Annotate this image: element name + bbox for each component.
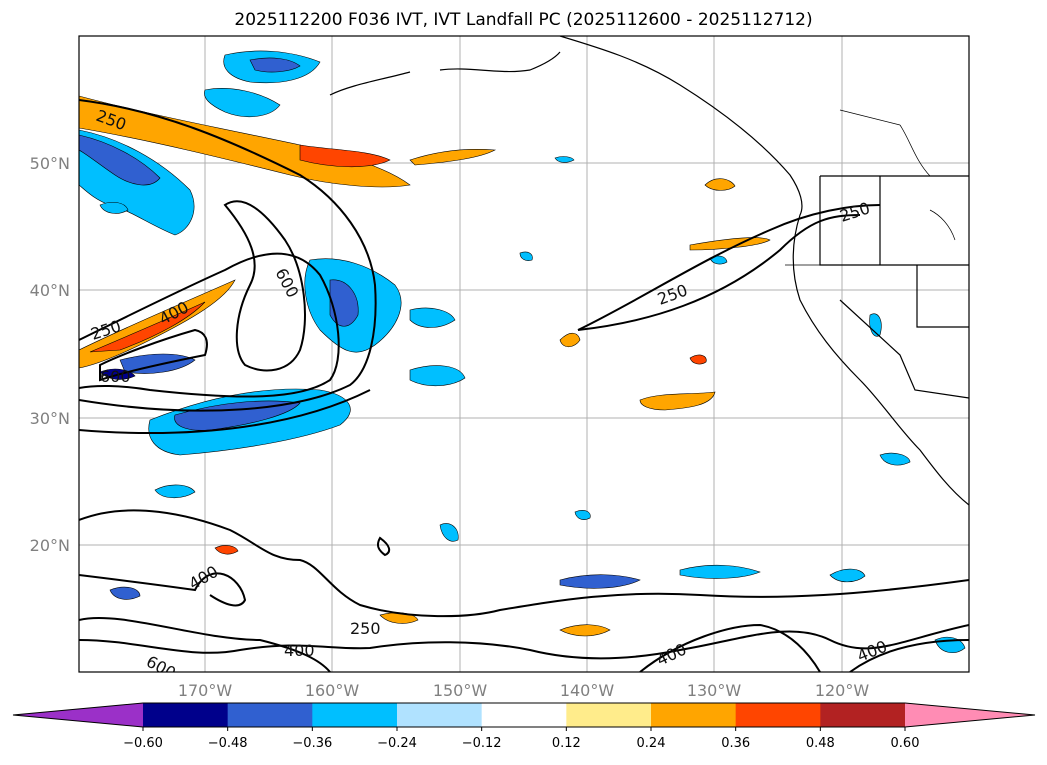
contour-label: 600	[100, 367, 131, 386]
lat-label: 30°N	[30, 409, 70, 428]
lon-label: 150°W	[433, 681, 488, 700]
positive-anomaly-shading	[79, 95, 771, 637]
longitude-labels: 170°W 160°W 150°W 140°W 130°W 120°W	[178, 681, 870, 700]
colorbar-segment	[481, 703, 567, 727]
contour-label: 250	[350, 619, 381, 638]
colorbar-segment	[820, 703, 906, 727]
lon-label: 170°W	[178, 681, 233, 700]
lon-label: 120°W	[815, 681, 870, 700]
latitude-labels: 50°N 40°N 30°N 20°N	[30, 154, 70, 555]
colorbar-tick-label: −0.36	[292, 736, 332, 751]
contour-label: 400	[284, 641, 315, 660]
colorbar-tick-label: −0.12	[462, 736, 502, 751]
colorbar-tick-label: −0.60	[123, 736, 163, 751]
colorbar-extend-right	[905, 703, 1035, 727]
colorbar-tick-label: 0.12	[552, 736, 581, 751]
colorbar-tick-label: 0.24	[637, 736, 666, 751]
negative-anomaly-shading	[79, 50, 966, 653]
lat-label: 40°N	[30, 281, 70, 300]
colorbar-tick-label: 0.48	[806, 736, 835, 751]
colorbar-segment	[651, 703, 737, 727]
colorbar-segment	[397, 703, 483, 727]
colorbar-ticks: −0.60 −0.48 −0.36 −0.24 −0.12 0.12 0.24 0.36 0.4…	[123, 727, 919, 751]
lat-label: 50°N	[30, 154, 70, 173]
ivt-contours	[79, 99, 969, 672]
colorbar-segment	[227, 703, 313, 727]
lon-label: 130°W	[687, 681, 742, 700]
lon-label: 160°W	[305, 681, 360, 700]
colorbar-tick-label: 0.60	[891, 736, 920, 751]
colorbar-tick-label: −0.48	[208, 736, 248, 751]
colorbar-tick-label: 0.36	[721, 736, 750, 751]
state-borders	[785, 109, 956, 266]
colorbar-tick-label: −0.24	[377, 736, 417, 751]
colorbar	[12, 702, 1036, 728]
colorbar-segment	[143, 703, 229, 727]
map-title: 2025112200 F036 IVT, IVT Landfall PC (20…	[234, 10, 813, 30]
plot-frame	[78, 35, 970, 673]
colorbar-segment	[566, 703, 652, 727]
colorbar-segment	[735, 703, 821, 727]
colorbar-extend-left	[13, 703, 143, 727]
lon-label: 140°W	[560, 681, 615, 700]
colorbar-segment	[312, 703, 398, 727]
lat-label: 20°N	[30, 536, 70, 555]
